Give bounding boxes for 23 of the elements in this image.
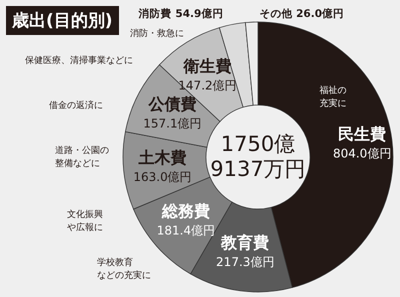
slice-label: 総務費 — [160, 201, 210, 220]
slice-label: 教育費 — [220, 233, 270, 252]
slice-label: 民生費 — [338, 124, 386, 144]
slice-label: その他 26.0億円 — [259, 7, 344, 20]
chart-title: 歳出(目的別) — [6, 6, 119, 35]
data-label: 181.4億円 — [156, 223, 216, 238]
data-label: 163.0億円 — [133, 170, 192, 184]
text: 道路・公園の整備などに — [55, 145, 109, 169]
data-label: 217.3億円 — [216, 255, 274, 270]
data-label: 147.2億円 — [178, 78, 237, 92]
text: 借金の返済に — [49, 100, 103, 111]
text: 福祉の充実に — [320, 85, 346, 109]
text: 学校教育などの充実に — [97, 257, 151, 281]
text: 文化振興や広報に — [67, 209, 103, 233]
slice-label: 衛生費 — [182, 56, 232, 76]
slice-label: 消防費 54.9億円 — [138, 7, 224, 20]
slice-label: 公債費 — [147, 94, 196, 114]
data-label: 804.0億円 — [332, 146, 392, 161]
data-label: 157.1億円 — [143, 116, 202, 130]
text: 消防・救急に — [130, 28, 184, 39]
text: 保健医療、清掃事業などに — [25, 55, 133, 66]
text: 1750億9137万円 — [210, 132, 306, 181]
slice-label: 土木費 — [138, 148, 187, 167]
